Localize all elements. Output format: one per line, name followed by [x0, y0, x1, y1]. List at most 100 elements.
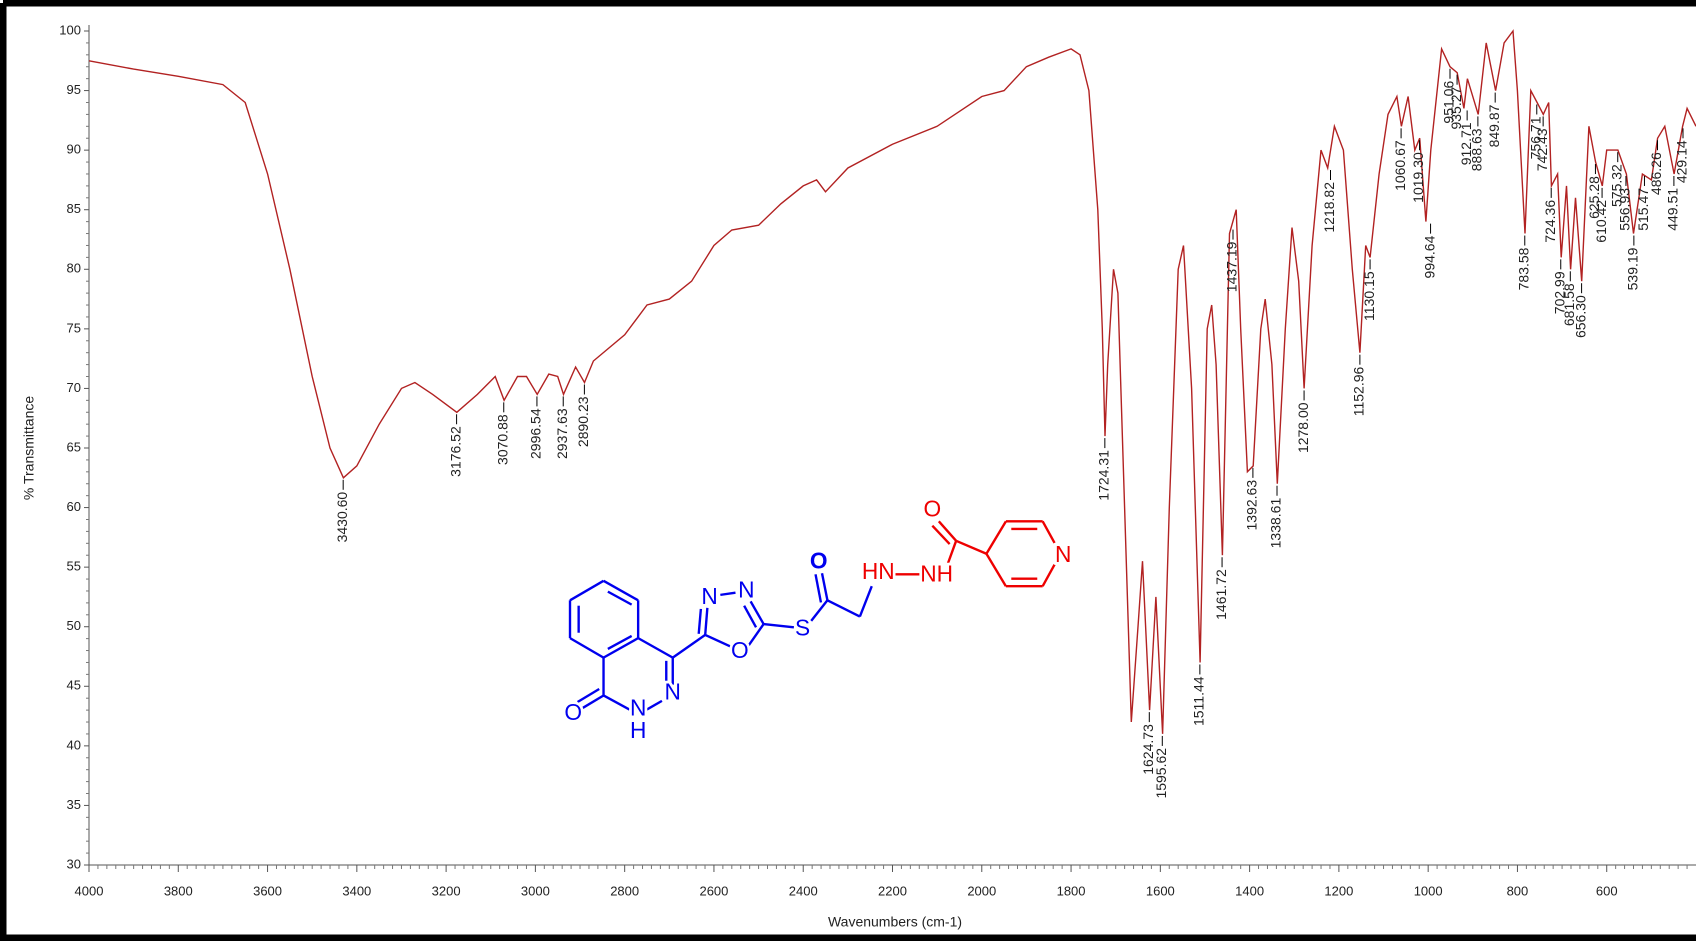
y-tick-label: 100	[59, 22, 81, 37]
y-tick-label: 80	[67, 261, 81, 276]
y-tick-label: 65	[67, 439, 81, 454]
atom-label: N	[630, 695, 646, 721]
bond	[704, 633, 732, 648]
atom-label: N	[738, 577, 754, 603]
bond	[955, 539, 987, 555]
x-tick-label: 2400	[789, 883, 818, 898]
x-tick-label: 1800	[1057, 883, 1086, 898]
bond	[749, 600, 765, 625]
peak-label: 3176.52	[447, 426, 463, 477]
x-tick-label: 2200	[878, 883, 907, 898]
atom-label: O	[810, 547, 828, 573]
y-tick-label: 45	[67, 678, 81, 693]
peak-label: 2996.54	[528, 408, 544, 459]
x-tick-label: 600	[1596, 883, 1618, 898]
x-tick-label: 1400	[1235, 883, 1264, 898]
bond	[602, 637, 639, 659]
y-tick-label: 55	[67, 559, 81, 574]
x-tick-label: 3800	[164, 883, 193, 898]
bond	[576, 687, 600, 703]
bond	[747, 623, 765, 647]
bond	[814, 574, 823, 603]
x-tick-label: 1000	[1414, 883, 1443, 898]
peak-label: 575.32	[1608, 164, 1624, 207]
bond	[602, 694, 631, 711]
y-tick-label: 75	[67, 320, 81, 335]
peak-label: 486.26	[1648, 152, 1664, 195]
peak-label: 756.71	[1527, 116, 1543, 159]
peak-label: 912.71	[1458, 122, 1474, 165]
bond	[646, 699, 663, 711]
x-tick-label: 1600	[1146, 883, 1175, 898]
bond	[810, 599, 829, 622]
bond	[1041, 564, 1056, 587]
peak-label: 724.36	[1542, 200, 1558, 243]
peak-label: 515.47	[1635, 188, 1651, 231]
peak-label: 1060.67	[1392, 140, 1408, 191]
spectrum-line	[88, 29, 1696, 734]
bond	[985, 553, 1007, 587]
bond	[637, 637, 674, 659]
bond	[672, 633, 706, 659]
bond	[820, 573, 829, 601]
peak-label: 681.58	[1561, 283, 1577, 326]
peak-label: 1019.30	[1410, 152, 1426, 203]
x-tick-label: 3000	[521, 883, 550, 898]
peak-label: 556.93	[1617, 188, 1633, 231]
peak-label: 849.87	[1486, 104, 1502, 147]
peak-label: 702.99	[1551, 271, 1567, 314]
x-tick-label: 3600	[253, 883, 282, 898]
x-tick-label: 3200	[432, 883, 461, 898]
peak-label: 1278.00	[1295, 402, 1311, 453]
atom-label: NH	[920, 560, 953, 586]
peak-label: 783.58	[1515, 247, 1531, 290]
peak-label: 1461.72	[1213, 569, 1229, 620]
peak-label: 742.43	[1534, 128, 1550, 171]
y-tick-label: 60	[67, 499, 81, 514]
peak-label: 1624.73	[1140, 724, 1156, 775]
peak-label: 1724.31	[1096, 450, 1112, 501]
bond	[931, 524, 951, 545]
bond	[946, 540, 958, 566]
y-tick-label: 35	[67, 797, 81, 812]
x-tick-label: 2800	[610, 883, 639, 898]
y-tick-label: 90	[67, 142, 81, 157]
bond	[581, 694, 605, 710]
x-tick-label: 4000	[75, 883, 104, 898]
y-tick-label: 30	[67, 856, 81, 871]
peak-label: 625.28	[1586, 176, 1602, 219]
peak-label: 449.51	[1665, 188, 1681, 231]
peak-label: 610.42	[1593, 200, 1609, 243]
y-tick-label: 85	[67, 201, 81, 216]
bond	[704, 607, 709, 635]
peak-label: 2890.23	[575, 396, 591, 447]
bond	[569, 579, 605, 602]
bond	[1041, 520, 1056, 544]
bond	[697, 608, 703, 634]
atom-label: H	[630, 717, 646, 743]
x-tick-label: 2000	[967, 883, 996, 898]
bond	[607, 634, 633, 651]
bond	[607, 590, 633, 606]
bond	[720, 591, 736, 597]
atom-label: O	[924, 496, 942, 522]
peak-label: 1338.61	[1268, 498, 1284, 549]
y-tick-label: 70	[67, 380, 81, 395]
peak-label: 951.06	[1441, 81, 1457, 124]
peak-label: 656.30	[1572, 295, 1588, 338]
bond	[569, 637, 605, 659]
atom-label: HN	[862, 558, 895, 584]
peak-label: 3430.60	[334, 492, 350, 543]
bond	[763, 622, 795, 629]
y-axis-label: % Transmittance	[21, 396, 37, 500]
atom-label: N	[1055, 541, 1071, 567]
x-tick-label: 2600	[699, 883, 728, 898]
bond	[602, 579, 639, 602]
atom-label: O	[731, 637, 749, 663]
bond	[858, 585, 873, 617]
peak-label: 1437.19	[1224, 241, 1240, 292]
peak-label: 1511.44	[1191, 676, 1207, 726]
